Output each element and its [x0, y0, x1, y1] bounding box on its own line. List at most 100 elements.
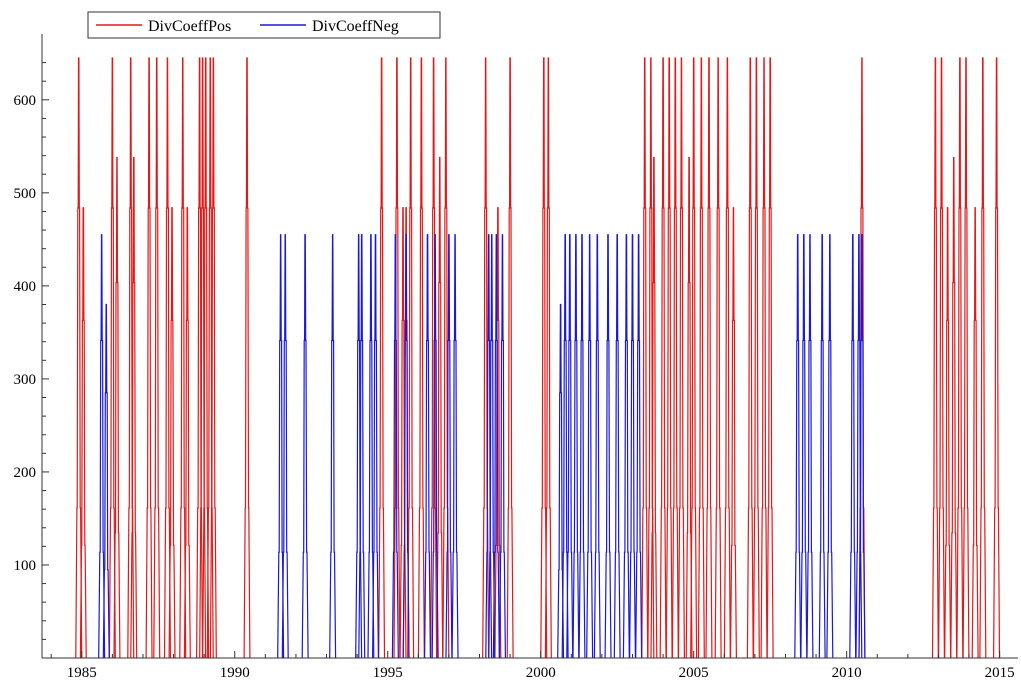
spike-divcoeffpos-41: [697, 57, 705, 659]
y-tick-label: 300: [14, 372, 37, 388]
y-tick-label: 600: [14, 93, 37, 109]
spike-divcoeffpos-56: [962, 57, 970, 659]
spike-divcoeffpos-39: [685, 156, 693, 659]
spike-divcoeffneg-29: [622, 234, 630, 659]
spike-divcoeffpos-0: [75, 57, 83, 659]
legend-label-divcoeffpos: DivCoeffPos: [148, 18, 231, 35]
spike-divcoeffneg-37: [849, 234, 857, 659]
spike-divcoeffneg-24: [578, 234, 586, 659]
spike-divcoeffneg-11: [402, 234, 410, 659]
spike-divcoeffneg-3: [281, 234, 289, 659]
x-tick-label: 2015: [985, 665, 1015, 681]
spike-divcoeffpos-23: [417, 57, 425, 659]
spike-divcoeffneg-36: [826, 234, 834, 659]
legend-label-divcoeffneg: DivCoeffNeg: [312, 18, 399, 35]
series-divcoeffpos: [75, 57, 1001, 659]
spike-divcoeffneg-2: [277, 234, 285, 659]
spike-divcoeffneg-31: [635, 234, 643, 659]
spike-divcoeffpos-30: [540, 57, 548, 659]
spike-divcoeffpos-36: [665, 57, 673, 659]
axes-layer: 100 200 300 400 500 600 1985 1990 1995 2000 2005 20…: [14, 34, 1018, 681]
spike-divcoeffpos-16: [209, 57, 217, 659]
spike-divcoeffpos-38: [677, 57, 685, 659]
spike-divcoeffneg-25: [586, 234, 594, 659]
spike-divcoeffpos-6: [145, 57, 153, 659]
spike-divcoeffpos-34: [650, 156, 658, 659]
spike-divcoeffpos-29: [506, 57, 514, 659]
spike-divcoeffpos-9: [168, 207, 176, 659]
spike-divcoeffpos-37: [671, 57, 679, 659]
spike-divcoeffneg-9: [372, 234, 379, 659]
spike-divcoeffpos-57: [971, 207, 979, 659]
spike-divcoeffpos-43: [714, 57, 722, 659]
spike-divcoeffneg-7: [358, 234, 366, 659]
spike-divcoeffpos-5: [130, 156, 138, 659]
spike-divcoeffpos-59: [993, 57, 1001, 659]
spike-divcoeffpos-40: [690, 57, 698, 659]
spike-divcoeffneg-34: [806, 234, 814, 659]
spike-divcoeffpos-46: [746, 57, 754, 659]
spike-divcoeffpos-55: [956, 57, 964, 659]
spike-divcoeffneg-33: [800, 234, 808, 659]
spike-divcoeffneg-21: [561, 234, 569, 659]
spike-divcoeffpos-2: [108, 57, 116, 659]
x-tick-label: 1985: [67, 665, 97, 681]
spike-divcoeffpos-8: [163, 57, 171, 659]
y-tick-label: 200: [14, 465, 37, 481]
spike-divcoeffneg-4: [301, 234, 309, 659]
spike-divcoeffneg-15: [451, 234, 459, 659]
spike-divcoeffneg-18: [492, 234, 500, 659]
spike-divcoeffpos-52: [938, 57, 945, 659]
spike-divcoeffpos-54: [950, 156, 958, 659]
spike-divcoeffpos-1: [79, 207, 87, 659]
spike-divcoeffpos-11: [183, 207, 191, 659]
spike-divcoeffpos-35: [659, 57, 667, 659]
spike-divcoeffpos-49: [766, 57, 774, 659]
spike-divcoeffneg-22: [566, 234, 574, 659]
spike-divcoeffneg-28: [613, 234, 621, 659]
spike-divcoeffneg-10: [391, 234, 399, 659]
spike-divcoeffneg-26: [593, 234, 601, 659]
spike-divcoeffneg-12: [424, 234, 431, 659]
spike-divcoeffneg-14: [445, 234, 453, 659]
spike-divcoeffpos-32: [641, 57, 649, 659]
spike-divcoeffneg-13: [431, 234, 439, 659]
series-divcoeffneg: [98, 234, 866, 659]
spike-divcoeffpos-14: [202, 57, 210, 659]
spike-divcoeffpos-28: [494, 207, 502, 659]
x-tick-label: 2005: [679, 665, 709, 681]
spike-divcoeffpos-17: [243, 57, 251, 659]
spike-divcoeffpos-22: [407, 57, 415, 659]
spike-divcoeffpos-45: [729, 207, 737, 659]
x-tick-label: 2000: [526, 665, 556, 681]
spike-divcoeffpos-47: [752, 57, 760, 659]
spike-divcoeffpos-31: [544, 57, 552, 659]
spike-divcoeffneg-8: [367, 234, 375, 659]
spike-divcoeffpos-44: [723, 57, 731, 659]
x-tick-label: 1995: [373, 665, 403, 681]
spike-divcoeffpos-58: [979, 57, 987, 659]
spike-divcoeffpos-7: [153, 57, 161, 659]
spike-divcoeffpos-10: [179, 57, 187, 659]
spike-divcoeffneg-32: [794, 234, 802, 659]
x-tick-label: 1990: [220, 665, 250, 681]
spike-divcoeffneg-27: [604, 234, 612, 659]
series-layer: [75, 57, 1001, 659]
spike-divcoeffpos-48: [760, 57, 768, 659]
spike-divcoeffneg-1: [102, 303, 110, 659]
spike-divcoeffneg-19: [498, 234, 506, 659]
spike-divcoeffneg-0: [98, 234, 106, 659]
y-tick-label: 400: [14, 279, 37, 295]
y-tick-label: 100: [14, 558, 37, 574]
spike-divcoeffpos-53: [944, 207, 952, 659]
spike-divcoeffpos-25: [436, 156, 444, 659]
spike-divcoeffpos-3: [113, 156, 121, 659]
spike-divcoeffneg-35: [818, 234, 826, 659]
x-tick-label: 2010: [832, 665, 862, 681]
spike-divcoeffpos-24: [430, 57, 438, 659]
legend: DivCoeffPos DivCoeffNeg: [87, 11, 441, 39]
spike-divcoeffneg-39: [858, 234, 866, 659]
spike-divcoeffneg-20: [557, 303, 565, 659]
